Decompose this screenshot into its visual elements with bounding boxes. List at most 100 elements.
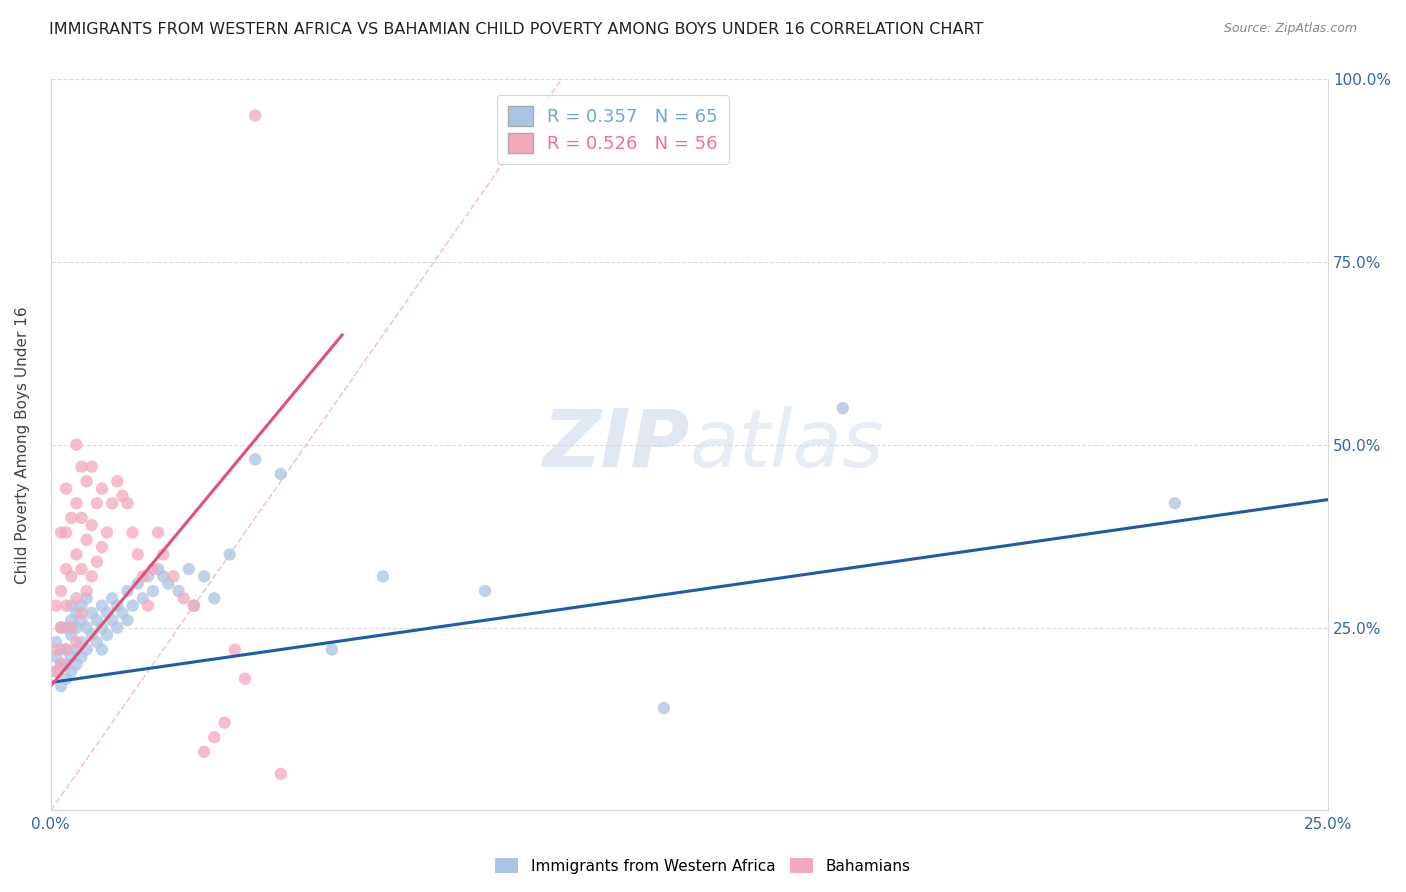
Point — [157, 576, 180, 591]
Point — [70, 649, 93, 664]
Point — [49, 621, 72, 635]
Point — [270, 467, 292, 481]
Point — [76, 591, 98, 606]
Point — [70, 606, 93, 620]
Point — [45, 649, 67, 664]
Point — [45, 665, 67, 679]
Point — [162, 569, 184, 583]
Point — [86, 635, 108, 649]
Text: Source: ZipAtlas.com: Source: ZipAtlas.com — [1223, 22, 1357, 36]
Point — [65, 606, 87, 620]
Point — [90, 642, 112, 657]
Point — [76, 533, 98, 547]
Point — [86, 613, 108, 627]
Point — [101, 613, 124, 627]
Point — [49, 584, 72, 599]
Point — [146, 525, 169, 540]
Point — [49, 679, 72, 693]
Point — [202, 591, 225, 606]
Point — [65, 591, 87, 606]
Point — [55, 672, 77, 686]
Point — [70, 613, 93, 627]
Text: ZIP: ZIP — [543, 406, 689, 483]
Point — [117, 496, 139, 510]
Point — [214, 715, 236, 730]
Point — [132, 569, 155, 583]
Point — [80, 606, 103, 620]
Point — [173, 591, 195, 606]
Point — [96, 525, 118, 540]
Point — [60, 628, 83, 642]
Point — [152, 548, 174, 562]
Point — [96, 628, 118, 642]
Point — [60, 621, 83, 635]
Point — [105, 475, 128, 489]
Point — [101, 591, 124, 606]
Point — [80, 459, 103, 474]
Point — [111, 489, 134, 503]
Point — [45, 642, 67, 657]
Point — [70, 511, 93, 525]
Point — [55, 621, 77, 635]
Point — [76, 475, 98, 489]
Point — [60, 665, 83, 679]
Point — [1164, 496, 1187, 510]
Point — [55, 599, 77, 613]
Point — [167, 584, 190, 599]
Point — [111, 606, 134, 620]
Point — [245, 452, 267, 467]
Point — [101, 496, 124, 510]
Point — [193, 745, 215, 759]
Text: IMMIGRANTS FROM WESTERN AFRICA VS BAHAMIAN CHILD POVERTY AMONG BOYS UNDER 16 COR: IMMIGRANTS FROM WESTERN AFRICA VS BAHAMI… — [49, 22, 984, 37]
Point — [146, 562, 169, 576]
Point — [105, 599, 128, 613]
Point — [76, 584, 98, 599]
Point — [49, 657, 72, 672]
Point — [55, 642, 77, 657]
Legend: R = 0.357   N = 65, R = 0.526   N = 56: R = 0.357 N = 65, R = 0.526 N = 56 — [496, 95, 728, 164]
Point — [65, 438, 87, 452]
Point — [80, 518, 103, 533]
Point — [55, 525, 77, 540]
Point — [90, 599, 112, 613]
Point — [152, 569, 174, 583]
Point — [117, 613, 139, 627]
Point — [70, 635, 93, 649]
Point — [132, 591, 155, 606]
Point — [121, 599, 143, 613]
Point — [49, 657, 72, 672]
Point — [193, 569, 215, 583]
Point — [60, 569, 83, 583]
Point — [76, 621, 98, 635]
Point — [60, 613, 83, 627]
Point — [55, 642, 77, 657]
Point — [86, 496, 108, 510]
Point — [183, 599, 205, 613]
Point — [76, 642, 98, 657]
Point — [80, 628, 103, 642]
Point — [142, 584, 165, 599]
Point — [55, 657, 77, 672]
Point — [49, 525, 72, 540]
Point — [65, 635, 87, 649]
Point — [90, 540, 112, 554]
Point — [136, 599, 159, 613]
Point — [321, 642, 343, 657]
Point — [142, 562, 165, 576]
Point — [371, 569, 394, 583]
Point — [121, 525, 143, 540]
Point — [127, 548, 149, 562]
Point — [270, 767, 292, 781]
Point — [218, 548, 240, 562]
Point — [55, 562, 77, 576]
Point — [224, 642, 246, 657]
Point — [65, 548, 87, 562]
Point — [127, 576, 149, 591]
Point — [474, 584, 496, 599]
Point — [49, 642, 72, 657]
Point — [65, 642, 87, 657]
Point — [90, 621, 112, 635]
Point — [45, 635, 67, 649]
Point — [233, 672, 256, 686]
Point — [65, 657, 87, 672]
